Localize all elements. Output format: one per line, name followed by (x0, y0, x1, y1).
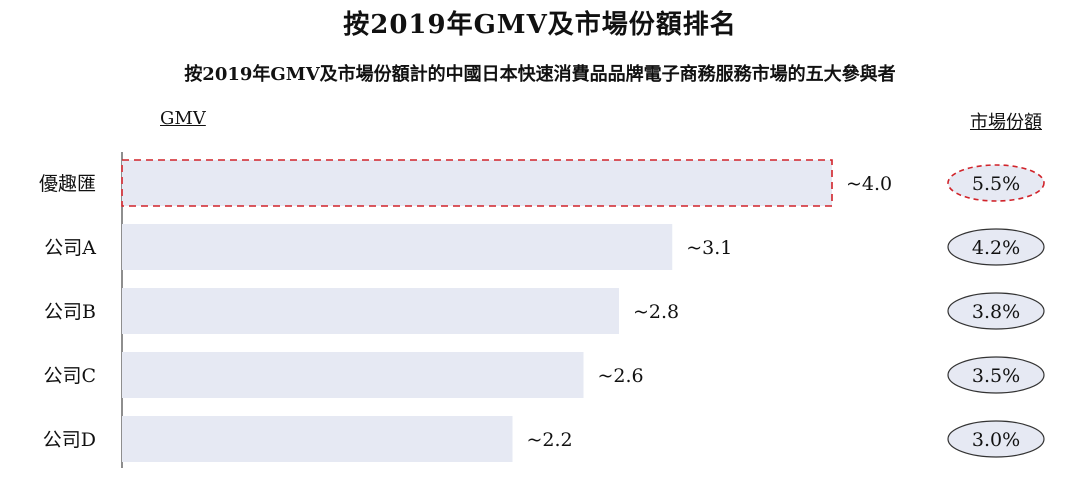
chart-subtitle: 按2019年GMV及市場份額計的中國日本快速消費品品牌電子商務服務市場的五大參與… (184, 64, 896, 85)
category-label: 公司A (44, 237, 96, 259)
value-label: ~3.1 (686, 237, 732, 259)
market-share-ellipse (947, 228, 1045, 266)
market-share-header: 市場份額 (970, 112, 1042, 133)
bar (122, 288, 619, 334)
category-label: 優趣匯 (39, 173, 96, 195)
bar-highlighted (121, 159, 833, 207)
bar (122, 352, 584, 398)
market-share-label: 5.5% (972, 173, 1020, 195)
category-label: 公司C (43, 365, 96, 387)
value-label: ~4.0 (846, 173, 892, 195)
market-share-label: 3.8% (972, 301, 1020, 323)
bar (122, 416, 513, 462)
market-share-ellipse-highlighted (947, 164, 1045, 202)
category-label: 公司D (43, 429, 96, 451)
value-label: ~2.8 (633, 301, 679, 323)
gmv-header: GMV (160, 108, 206, 129)
category-label: 公司B (44, 301, 96, 323)
market-share-label: 3.0% (972, 429, 1020, 451)
value-label: ~2.2 (527, 429, 573, 451)
market-share-label: 4.2% (972, 237, 1020, 259)
market-share-ellipse (947, 356, 1045, 394)
bar (122, 224, 673, 270)
market-share-ellipse (947, 420, 1045, 458)
chart-title: 按2019年GMV及市場份額排名 (343, 10, 737, 40)
value-label: ~2.6 (598, 365, 644, 387)
market-share-label: 3.5% (972, 365, 1020, 387)
market-share-ellipse (947, 292, 1045, 330)
